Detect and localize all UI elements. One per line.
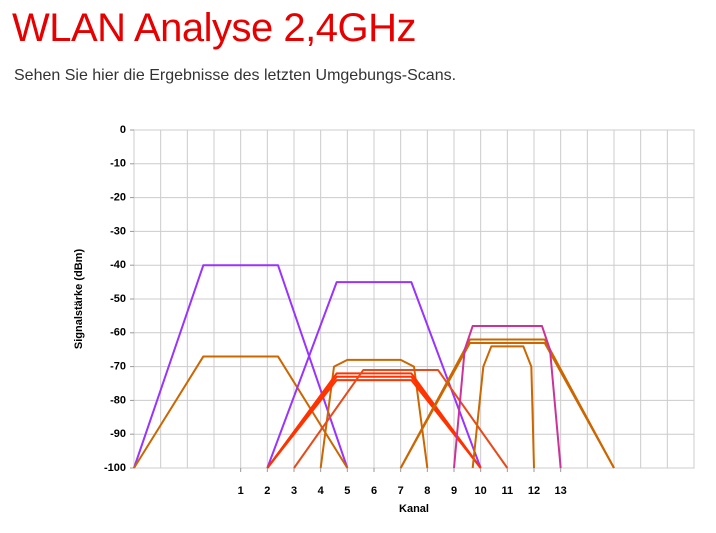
y-tick-label: -100	[104, 462, 126, 474]
x-tick-label: 3	[291, 485, 297, 497]
y-tick-label: -60	[110, 327, 126, 339]
x-tick-label: 9	[451, 485, 457, 497]
y-tick-label: -90	[110, 428, 126, 440]
y-tick-label: -80	[110, 394, 126, 406]
x-tick-label: 11	[502, 485, 514, 497]
y-tick-label: -70	[110, 361, 126, 373]
y-axis-label: Signalstärke (dBm)	[73, 249, 85, 350]
x-tick-label: 2	[264, 485, 270, 497]
x-tick-label: 7	[398, 485, 404, 497]
y-tick-label: 0	[120, 124, 126, 136]
x-tick-label: 4	[318, 485, 325, 497]
page-title: WLAN Analyse 2,4GHz	[12, 6, 417, 50]
x-tick-label: 10	[475, 485, 487, 497]
y-tick-label: -10	[110, 158, 126, 170]
signal-curve	[266, 379, 482, 469]
signal-curve	[453, 325, 562, 469]
y-tick-label: -20	[110, 192, 126, 204]
signal-curve	[266, 372, 482, 469]
x-tick-label: 1	[238, 485, 244, 497]
y-tick-label: -30	[110, 225, 126, 237]
x-tick-label: 13	[555, 485, 567, 497]
y-tick-label: -40	[110, 259, 126, 271]
signal-curve	[266, 375, 482, 469]
signal-curve	[471, 345, 535, 469]
signal-curve	[399, 341, 615, 469]
signal-curve	[133, 264, 349, 469]
x-tick-label: 5	[344, 485, 350, 497]
signal-curve	[133, 355, 349, 469]
page-subtitle: Sehen Sie hier die Ergebnisse des letzte…	[14, 67, 457, 84]
signal-curve	[293, 368, 509, 469]
x-tick-label: 12	[528, 485, 540, 497]
y-tick-label: -50	[110, 293, 126, 305]
x-tick-label: 6	[371, 485, 377, 497]
x-axis-label: Kanal	[399, 503, 429, 515]
signal-curve	[266, 281, 482, 469]
x-tick-label: 8	[424, 485, 430, 497]
